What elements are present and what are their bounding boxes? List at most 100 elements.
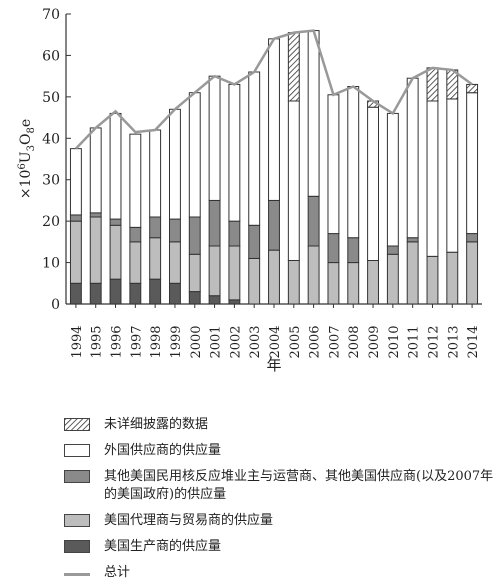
y-tick-label: 30 [42,173,60,189]
bar-segment-3 [307,30,320,197]
y-tick-label: 70 [42,7,60,23]
legend-label: 美国生产商的供应量 [104,539,222,554]
legend-item-brokers: 美国代理商与贸易商的供应量 [64,512,494,530]
x-tick-label: 2004 [268,325,283,358]
bar-segment-1 [307,245,320,305]
x-tick-label: 2008 [347,325,362,358]
legend-label: 未详细披露的数据 [104,417,209,432]
x-tick-label: 1994 [70,325,85,358]
bar-segment-0 [228,299,241,305]
bar-segment-0 [129,282,142,305]
bar-segment-3 [248,71,261,226]
bar-segment-2 [109,218,122,226]
total-line [75,29,473,150]
bar-segment-1 [268,249,280,305]
bar-segment-2 [69,214,82,222]
x-tick-label: 2009 [367,325,382,358]
bar-segment-0 [69,282,82,305]
x-tick-label: 2007 [327,325,342,358]
bar-segment-2 [188,216,201,255]
bar-segment-1 [466,241,479,305]
bar-segment-2 [129,226,142,243]
bar-segment-3 [287,100,300,261]
x-tick-label: 1997 [129,325,144,358]
bar-segment-1 [109,224,122,280]
bar-segment-0 [208,295,221,305]
bar-segment-1 [327,262,340,305]
legend-item-undisclosed: 未详细披露的数据 [64,416,494,434]
x-tick-label: 2003 [248,325,263,358]
bar-segment-4 [466,83,479,94]
bar-segment-1 [426,255,439,305]
legend-item-other-us: 其他美国民用核反应堆业主与运营商、其他美国供应商(以及2007年的美国政府)的供… [64,468,494,504]
bar-segment-2 [228,220,241,247]
bar-segment-4 [426,67,439,102]
bar-segment-2 [208,199,221,247]
bar-segment-1 [386,253,399,305]
bar-segment-1 [169,241,181,284]
legend-item-total: 总计 [64,564,494,582]
x-tick-label: 2012 [426,325,441,358]
bar-segment-3 [169,108,181,220]
legend-swatch-mid-gray [64,470,90,483]
x-tick-label: 2011 [407,325,422,358]
bar-segment-2 [268,199,280,251]
x-tick-label: 2006 [308,325,323,358]
x-tick-label: 1999 [169,325,184,358]
bar-segment-2 [149,216,162,239]
bar-segment-2 [386,245,399,255]
bar-segment-1 [248,257,261,305]
bar-segment-1 [287,260,300,305]
bar-segment-2 [347,237,360,264]
bar-segment-3 [347,86,360,239]
x-tick-label: 2010 [387,325,402,358]
stacked-bar-chart: 0 10 20 30 40 50 60 70 ×106U3O8e 1994 1995 1996 1997… [17,7,482,374]
legend-swatch-dark-gray [64,540,90,553]
bar-segment-0 [169,282,181,305]
bar-segment-3 [149,129,162,218]
y-tick-label: 10 [42,256,60,272]
bar-segment-3 [426,100,439,257]
bar-segment-2 [248,224,261,259]
bar-segment-1 [89,216,102,284]
bar-segment-3 [367,106,379,262]
legend-label: 美国代理商与贸易商的供应量 [104,513,274,528]
legend-item-foreign: 外国供应商的供应量 [64,442,494,460]
bar-segment-2 [327,233,340,264]
y-tick-label: 50 [42,90,60,106]
bar-segment-2 [406,237,419,243]
bar-segment-3 [327,94,340,235]
bar-segment-1 [367,260,379,305]
bar-segment-1 [446,251,459,305]
legend-label: 总计 [104,565,131,580]
legend-swatch-line [64,573,90,576]
bar-segment-3 [69,148,82,216]
bar-segment-0 [109,278,122,305]
legend-label: 其他美国民用核反应堆业主与运营商、其他美国供应商(以及2007年的美国政府)的供… [104,469,494,502]
x-axis-label: 年 [266,356,281,374]
legend-swatch-white [64,444,90,457]
bar-segment-2 [169,218,181,243]
bar-segment-2 [89,212,102,218]
bar-segment-3 [208,75,221,201]
bar-segment-1 [347,262,360,305]
bar-segment-0 [89,282,102,305]
legend-label: 外国供应商的供应量 [104,443,222,458]
bar-segment-1 [149,237,162,280]
legend-swatch-hatch [64,418,90,431]
x-tick-label: 1998 [149,325,164,358]
x-tick-label: 2005 [288,325,303,358]
bar-segment-1 [228,245,241,301]
legend-item-us-producers: 美国生产商的供应量 [64,538,494,556]
y-tick-label: 0 [51,297,60,313]
legend-swatch-light-gray [64,514,90,527]
x-tick-label: 1995 [90,325,105,358]
bar-segment-1 [406,241,419,305]
bar-segment-3 [89,127,102,214]
y-tick-label: 20 [42,214,60,230]
bar-segment-4 [287,32,300,102]
bar-segment-3 [268,38,280,201]
y-tick-label: 40 [42,131,60,147]
bar-segment-3 [466,92,479,235]
x-tick-label: 2002 [228,325,243,358]
